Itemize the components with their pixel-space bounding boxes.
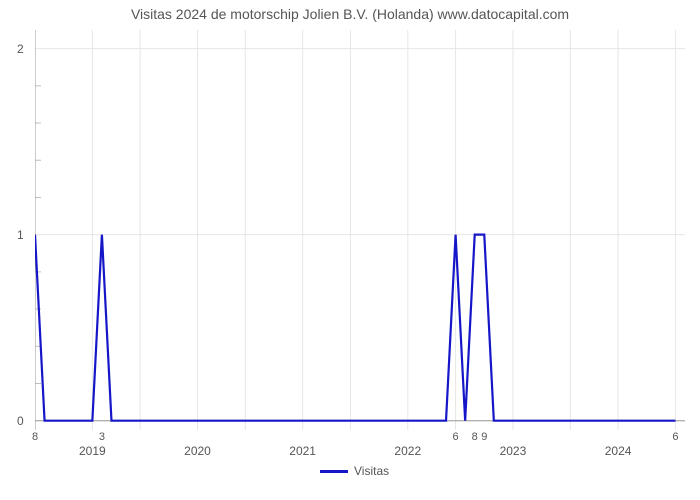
chart-title: Visitas 2024 de motorschip Jolien B.V. (…	[0, 6, 700, 22]
x-tick-label: 2020	[184, 444, 211, 458]
x-tick-label: 2023	[500, 444, 527, 458]
y-tick-label: 2	[17, 42, 24, 56]
x-tick-label: 2024	[605, 444, 632, 458]
data-point-label: 8	[32, 431, 38, 443]
data-point-label: 3	[99, 431, 105, 443]
x-tick-label: 2022	[394, 444, 421, 458]
legend-label: Visitas	[354, 464, 389, 478]
data-point-label: 6	[672, 431, 678, 443]
chart-plot	[35, 30, 685, 430]
y-tick-label: 1	[17, 228, 24, 242]
x-tick-label: 2021	[289, 444, 316, 458]
data-point-label: 9	[481, 431, 487, 443]
data-point-label: 6	[453, 431, 459, 443]
chart-legend: Visitas	[320, 464, 389, 478]
y-tick-label: 0	[17, 414, 24, 428]
chart-root: { "chart": { "type": "line", "title": "V…	[0, 0, 700, 500]
x-tick-label: 2019	[79, 444, 106, 458]
legend-swatch	[320, 470, 348, 473]
data-point-label: 8	[472, 431, 478, 443]
